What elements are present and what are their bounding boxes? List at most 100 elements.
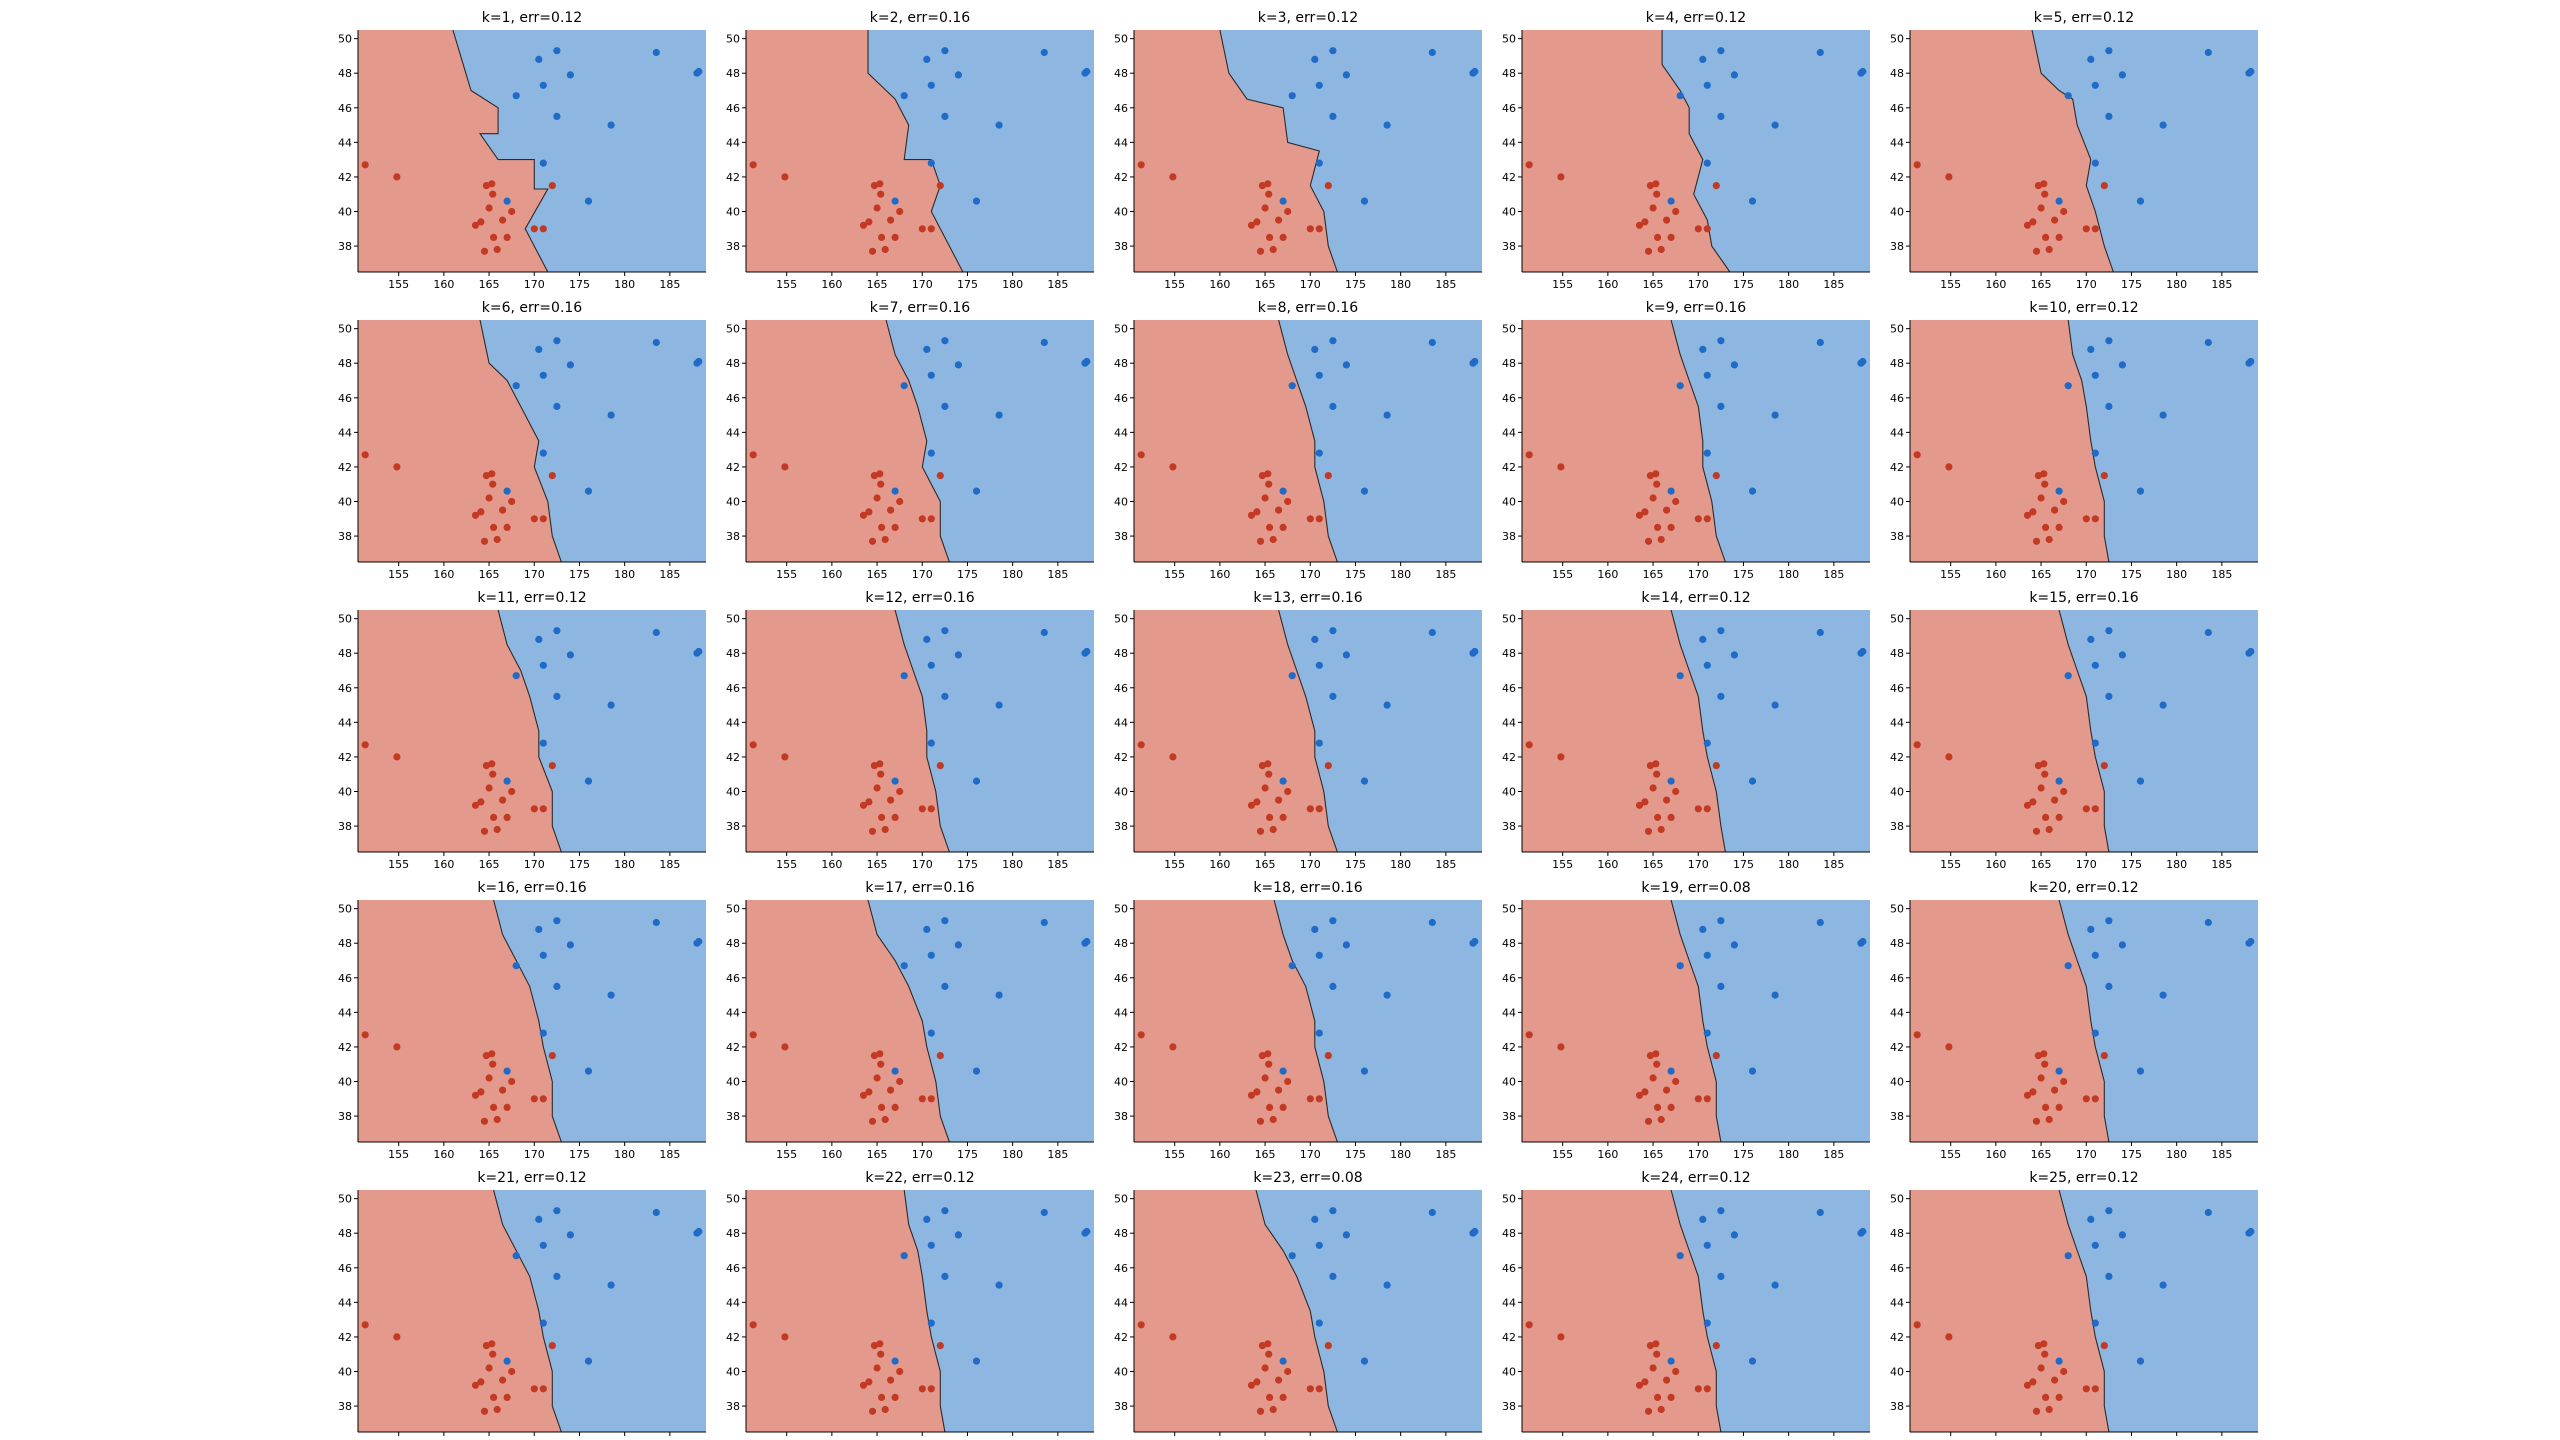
point-blue — [1360, 487, 1369, 495]
point-blue — [1342, 1231, 1350, 1239]
point-blue — [535, 55, 543, 64]
point-blue — [2091, 1241, 2099, 1249]
y-tick-label: 38 — [1890, 820, 1904, 833]
x-tick-label: 185 — [1823, 568, 1844, 581]
region-red — [1910, 320, 2109, 562]
point-blue — [1329, 917, 1337, 925]
point-red — [1265, 480, 1273, 488]
panel-title: k=8, err=0.16 — [1258, 300, 1359, 316]
y-tick-label: 48 — [338, 1227, 352, 1240]
x-tick-label: 175 — [1733, 568, 1754, 581]
point-red — [878, 1103, 886, 1111]
point-blue — [2118, 941, 2126, 949]
point-blue — [512, 962, 520, 970]
point-red — [503, 523, 511, 532]
panel: k=12, err=0.16 155 160 165 170 175 180 185 38 40 4… — [726, 590, 1094, 871]
point-red — [2100, 182, 2108, 190]
y-tick-label: 40 — [726, 496, 740, 509]
point-red — [2041, 1060, 2049, 1068]
panel: k=24, err=0.12 155 160 165 170 175 180 185 38 40 4… — [1502, 1170, 1870, 1440]
point-blue — [1342, 361, 1350, 369]
point-blue — [1288, 1252, 1296, 1260]
point-blue — [1315, 159, 1323, 167]
point-red — [485, 204, 493, 212]
x-tick-label: 155 — [1164, 278, 1185, 291]
point-blue — [995, 991, 1003, 999]
point-red — [2023, 1381, 2032, 1389]
point-blue — [1329, 627, 1337, 635]
y-tick-label: 48 — [338, 67, 352, 80]
point-red — [868, 827, 877, 835]
y-tick-label: 40 — [1114, 496, 1128, 509]
x-tick-label: 185 — [1823, 1438, 1844, 1440]
point-blue — [1859, 937, 1867, 946]
point-red — [1644, 247, 1653, 255]
point-red — [1137, 451, 1145, 459]
x-tick-label: 155 — [388, 858, 409, 871]
y-tick-label: 38 — [1890, 1110, 1904, 1123]
point-red — [1525, 451, 1533, 459]
point-blue — [1676, 1252, 1684, 1260]
x-tick-label: 170 — [524, 278, 545, 291]
point-red — [471, 511, 480, 519]
panel-title: k=23, err=0.08 — [1253, 1170, 1362, 1186]
x-tick-label: 160 — [433, 858, 454, 871]
point-red — [1557, 1333, 1565, 1341]
point-blue — [503, 1067, 511, 1075]
y-tick-label: 48 — [1890, 647, 1904, 660]
point-blue — [1329, 1207, 1337, 1215]
point-blue — [2091, 739, 2099, 747]
point-red — [1247, 1381, 1256, 1389]
point-red — [471, 1091, 480, 1099]
point-blue — [1360, 1067, 1369, 1075]
point-blue — [553, 1207, 561, 1215]
point-red — [1654, 813, 1662, 822]
region-red — [1910, 900, 2109, 1142]
x-tick-label: 170 — [912, 278, 933, 291]
point-blue — [1730, 651, 1738, 659]
point-red — [1266, 523, 1274, 532]
point-blue — [2091, 81, 2099, 89]
point-red — [488, 180, 496, 188]
point-blue — [1667, 777, 1675, 785]
y-tick-label: 44 — [1890, 716, 1904, 729]
point-blue — [1703, 449, 1711, 457]
point-blue — [553, 692, 561, 701]
y-tick-label: 46 — [1114, 682, 1128, 695]
point-blue — [607, 991, 615, 999]
point-red — [749, 1031, 757, 1039]
x-tick-label: 165 — [479, 858, 500, 871]
point-red — [1652, 180, 1660, 188]
x-tick-label: 175 — [1733, 278, 1754, 291]
x-tick-label: 185 — [1435, 278, 1456, 291]
point-red — [1247, 511, 1256, 519]
point-blue — [941, 112, 949, 120]
point-red — [1653, 1060, 1661, 1068]
point-blue — [607, 701, 615, 709]
point-red — [868, 537, 877, 545]
point-red — [749, 451, 757, 459]
point-blue — [1083, 647, 1091, 656]
region-red — [1522, 1190, 1721, 1432]
point-blue — [2064, 1252, 2072, 1260]
y-tick-label: 44 — [1502, 136, 1516, 149]
y-tick-label: 42 — [338, 751, 352, 764]
x-tick-label: 165 — [479, 278, 500, 291]
x-tick-label: 185 — [1047, 278, 1068, 291]
y-tick-label: 38 — [338, 530, 352, 543]
point-red — [876, 180, 884, 188]
point-red — [493, 1115, 501, 1124]
point-red — [530, 805, 538, 813]
x-tick-label: 180 — [1778, 1438, 1799, 1440]
point-red — [1266, 1103, 1274, 1111]
point-blue — [1748, 487, 1757, 495]
panel: k=13, err=0.16 155 160 165 170 175 180 185 38 40 4… — [1114, 590, 1482, 871]
x-tick-label: 175 — [2121, 278, 2142, 291]
point-blue — [2118, 71, 2126, 79]
point-red — [1712, 1342, 1720, 1350]
point-red — [1649, 1074, 1657, 1082]
y-tick-label: 48 — [726, 357, 740, 370]
point-blue — [553, 402, 561, 410]
point-blue — [652, 48, 660, 57]
y-tick-label: 38 — [726, 820, 740, 833]
